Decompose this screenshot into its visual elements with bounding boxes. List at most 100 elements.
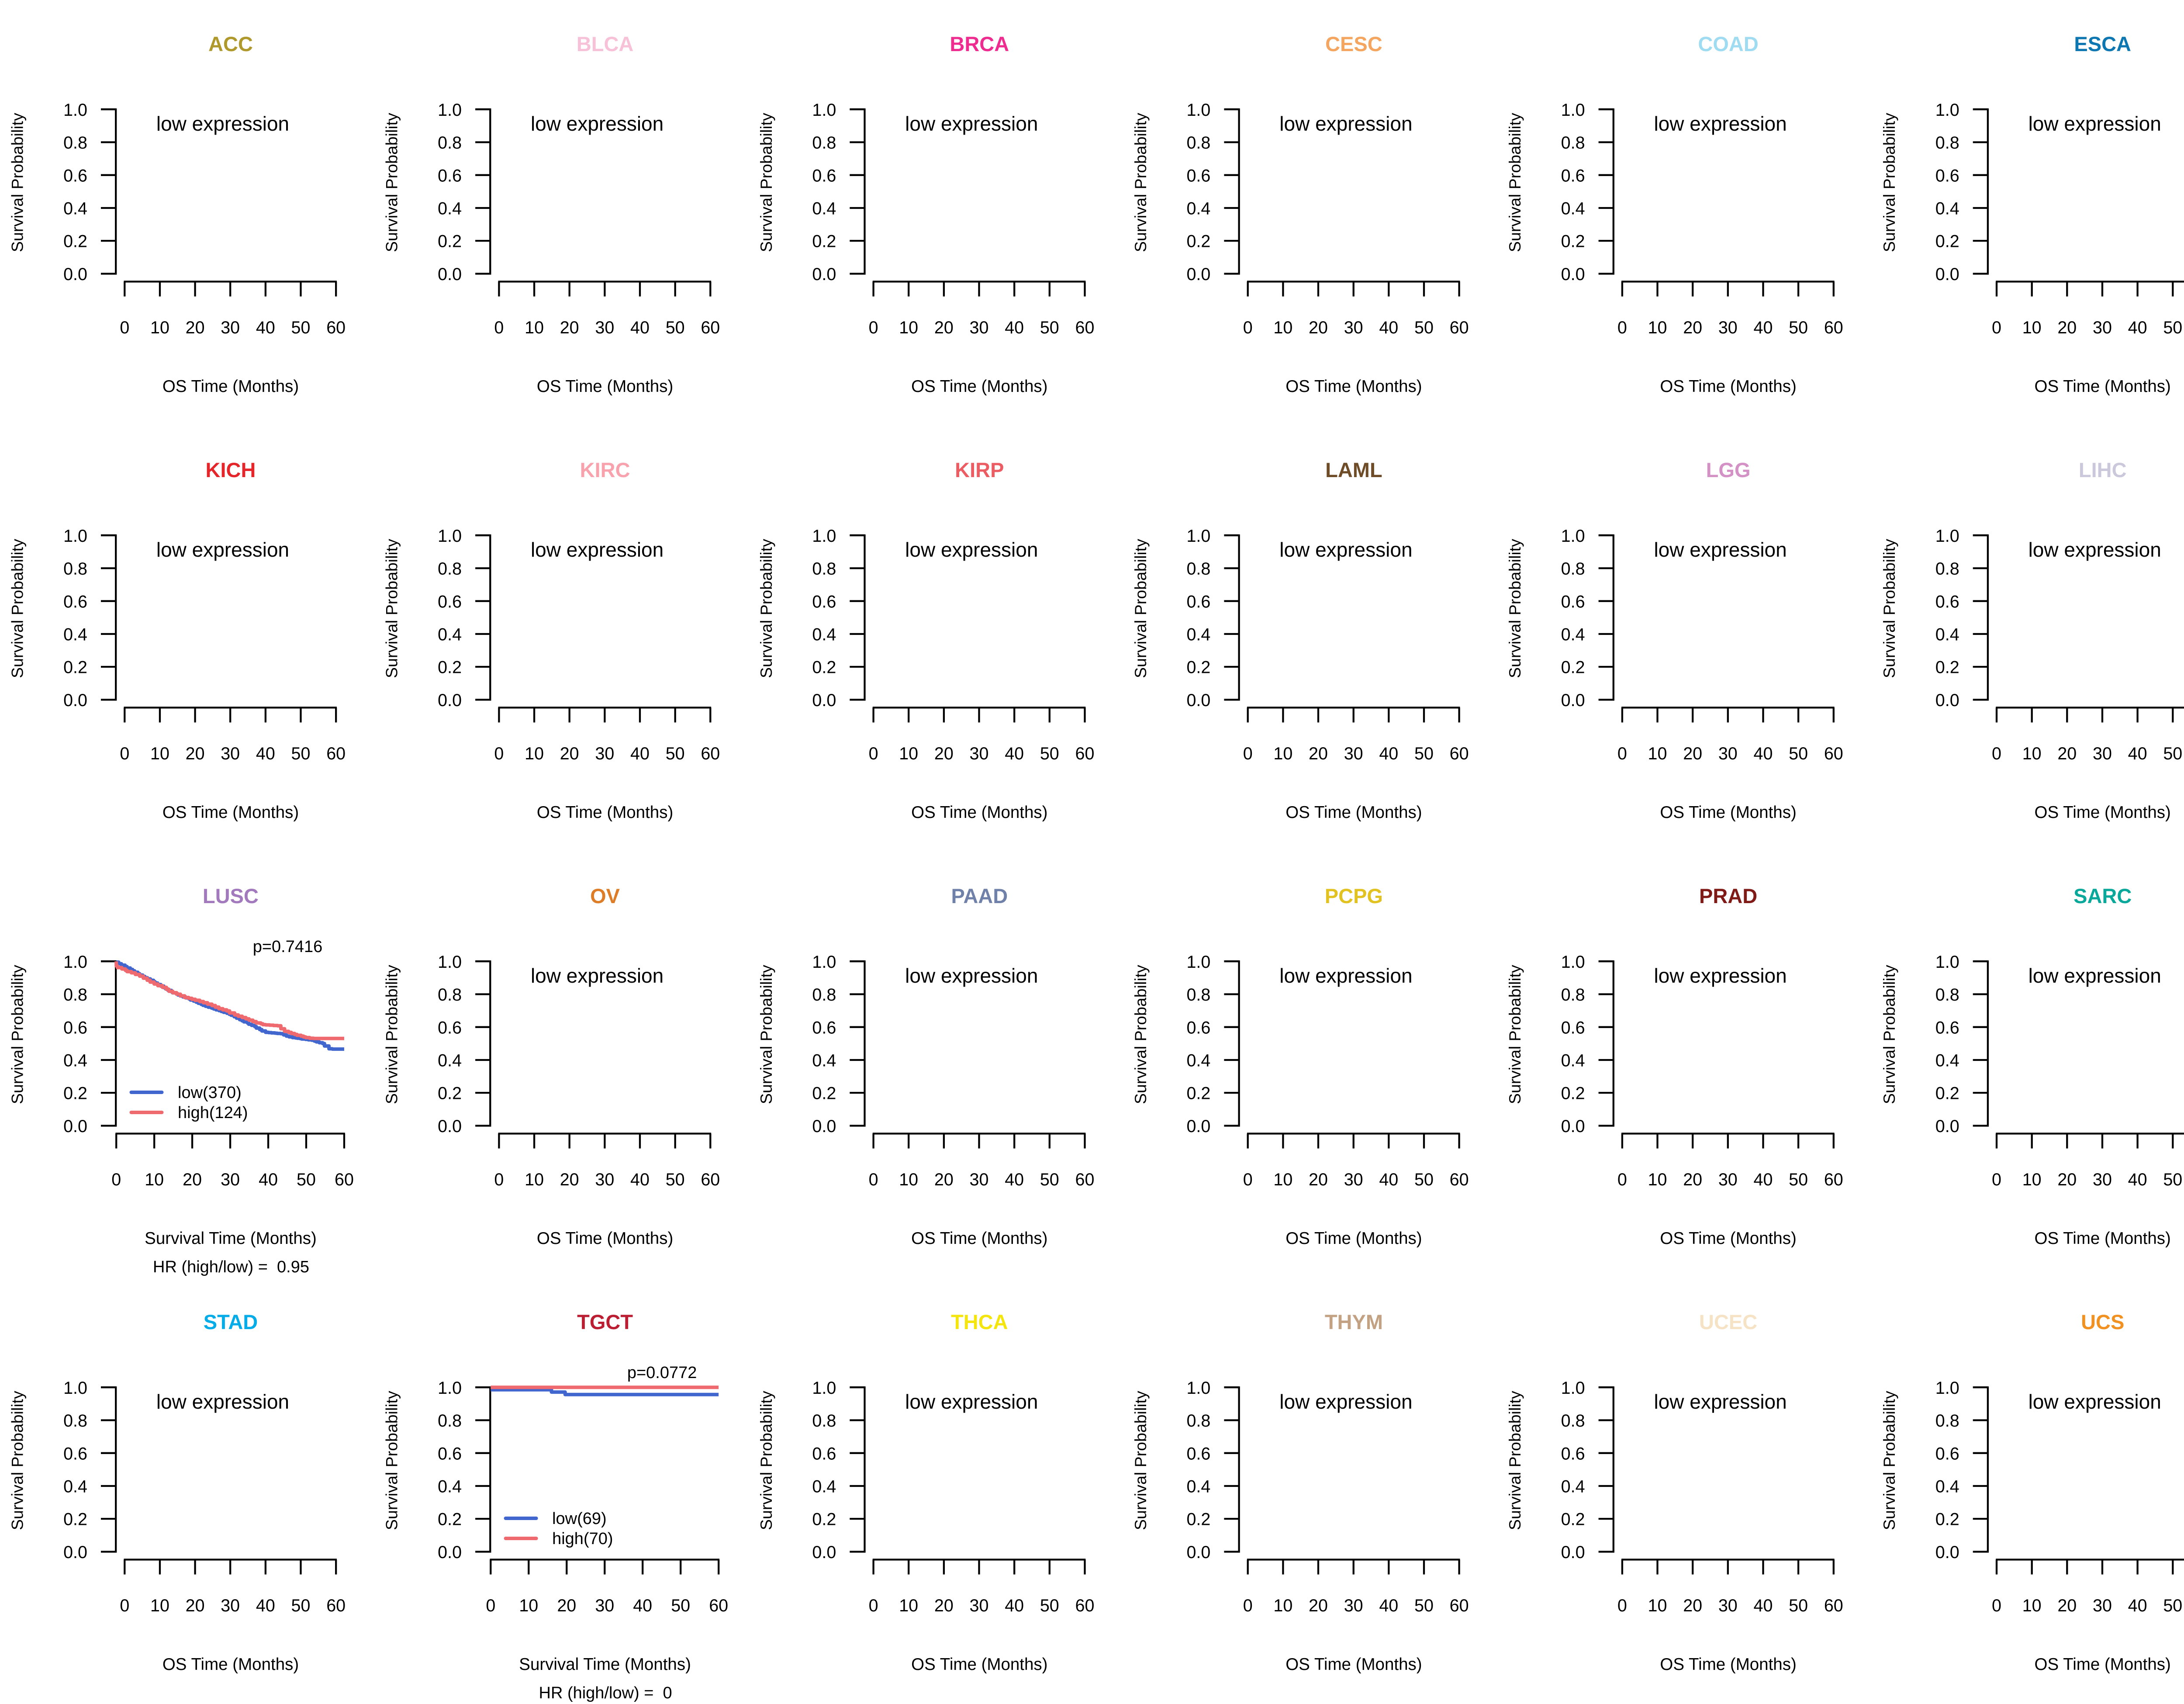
svg-text:OS Time (Months): OS Time (Months) — [1286, 803, 1422, 822]
svg-text:60: 60 — [326, 1596, 346, 1615]
svg-text:50: 50 — [671, 1596, 690, 1615]
svg-text:20: 20 — [934, 1170, 954, 1189]
svg-text:TGCT: TGCT — [577, 1310, 633, 1333]
svg-text:1.0: 1.0 — [1561, 100, 1585, 120]
svg-text:40: 40 — [1005, 744, 1024, 763]
svg-text:0.0: 0.0 — [1561, 1543, 1585, 1562]
svg-text:0.4: 0.4 — [1561, 1477, 1585, 1496]
svg-text:0.2: 0.2 — [1935, 658, 1959, 677]
svg-text:40: 40 — [1379, 744, 1398, 763]
svg-text:OS Time (Months): OS Time (Months) — [911, 1655, 1047, 1674]
svg-text:0.0: 0.0 — [812, 691, 836, 710]
svg-text:40: 40 — [630, 744, 650, 763]
svg-text:0.4: 0.4 — [1186, 1477, 1210, 1496]
svg-text:30: 30 — [2093, 1596, 2112, 1615]
svg-text:OS Time (Months): OS Time (Months) — [1286, 1655, 1422, 1674]
svg-text:1.0: 1.0 — [812, 100, 836, 120]
svg-text:0: 0 — [111, 1170, 121, 1189]
svg-text:20: 20 — [2057, 744, 2077, 763]
svg-text:SARC: SARC — [2073, 884, 2132, 907]
svg-text:20: 20 — [1683, 744, 1702, 763]
svg-text:0.2: 0.2 — [1561, 1510, 1585, 1529]
svg-text:40: 40 — [1379, 1596, 1398, 1615]
svg-text:LAML: LAML — [1325, 458, 1382, 481]
svg-text:0.6: 0.6 — [1561, 166, 1585, 185]
svg-text:OS Time (Months): OS Time (Months) — [2035, 1655, 2171, 1674]
svg-text:30: 30 — [221, 1596, 240, 1615]
svg-text:0: 0 — [869, 1596, 878, 1615]
svg-text:40: 40 — [1005, 1170, 1024, 1189]
svg-text:PAAD: PAAD — [951, 884, 1008, 907]
svg-text:40: 40 — [1005, 1596, 1024, 1615]
svg-text:Survival Probability: Survival Probability — [757, 539, 775, 678]
svg-text:20: 20 — [2057, 318, 2077, 337]
svg-text:1.0: 1.0 — [1561, 526, 1585, 546]
svg-text:Survival Probability: Survival Probability — [8, 965, 27, 1104]
svg-text:0.8: 0.8 — [812, 133, 836, 152]
svg-text:10: 10 — [525, 744, 544, 763]
svg-text:20: 20 — [1683, 1170, 1702, 1189]
svg-text:1.0: 1.0 — [1186, 952, 1210, 972]
svg-text:low expression: low expression — [905, 964, 1038, 987]
svg-text:20: 20 — [934, 744, 954, 763]
svg-text:30: 30 — [221, 318, 240, 337]
svg-text:30: 30 — [970, 1170, 989, 1189]
svg-text:60: 60 — [1824, 1596, 1843, 1615]
svg-text:OS Time (Months): OS Time (Months) — [1660, 377, 1796, 396]
svg-text:0.0: 0.0 — [63, 1117, 87, 1136]
svg-text:0.0: 0.0 — [812, 1543, 836, 1562]
svg-text:50: 50 — [666, 1170, 685, 1189]
svg-text:p=0.0772: p=0.0772 — [627, 1364, 697, 1382]
svg-text:1.0: 1.0 — [438, 526, 462, 546]
svg-text:0: 0 — [494, 744, 504, 763]
svg-text:1.0: 1.0 — [1935, 526, 1959, 546]
svg-text:0: 0 — [1617, 744, 1627, 763]
svg-text:50: 50 — [2163, 1596, 2182, 1615]
svg-text:Survival Probability: Survival Probability — [1880, 965, 1898, 1104]
svg-text:0.0: 0.0 — [1561, 1117, 1585, 1136]
svg-text:COAD: COAD — [1698, 32, 1758, 55]
svg-text:1.0: 1.0 — [438, 952, 462, 972]
svg-text:0.2: 0.2 — [1186, 658, 1210, 677]
svg-text:Survival Probability: Survival Probability — [8, 539, 27, 678]
svg-text:1.0: 1.0 — [63, 952, 87, 972]
svg-text:1.0: 1.0 — [438, 100, 462, 120]
svg-text:Survival Probability: Survival Probability — [383, 965, 401, 1104]
svg-text:1.0: 1.0 — [1935, 952, 1959, 972]
svg-text:50: 50 — [1414, 1596, 1434, 1615]
svg-text:0.0: 0.0 — [438, 265, 462, 284]
svg-text:0.8: 0.8 — [63, 133, 87, 152]
svg-text:10: 10 — [1273, 1596, 1292, 1615]
svg-text:low expression: low expression — [1654, 964, 1787, 987]
svg-text:60: 60 — [335, 1170, 354, 1189]
svg-text:0.0: 0.0 — [812, 265, 836, 284]
svg-text:20: 20 — [557, 1596, 576, 1615]
svg-text:20: 20 — [560, 744, 579, 763]
svg-text:50: 50 — [291, 1596, 311, 1615]
svg-text:1.0: 1.0 — [63, 100, 87, 120]
svg-text:Survival Probability: Survival Probability — [1506, 113, 1524, 252]
svg-text:30: 30 — [1718, 318, 1738, 337]
svg-text:0.4: 0.4 — [812, 1477, 836, 1496]
svg-text:10: 10 — [1273, 318, 1292, 337]
svg-text:THCA: THCA — [951, 1310, 1008, 1333]
svg-text:0.6: 0.6 — [812, 1018, 836, 1037]
svg-text:40: 40 — [1379, 1170, 1398, 1189]
svg-text:50: 50 — [1789, 744, 1808, 763]
svg-text:OS Time (Months): OS Time (Months) — [162, 803, 299, 822]
svg-text:0: 0 — [1243, 744, 1253, 763]
svg-text:50: 50 — [1789, 318, 1808, 337]
svg-text:0.8: 0.8 — [1186, 133, 1210, 152]
svg-text:0.4: 0.4 — [1561, 625, 1585, 644]
svg-text:0.2: 0.2 — [812, 1084, 836, 1103]
svg-text:low expression: low expression — [905, 1390, 1038, 1413]
svg-text:60: 60 — [1075, 1170, 1095, 1189]
svg-text:0.6: 0.6 — [1186, 1444, 1210, 1463]
svg-text:60: 60 — [1824, 1170, 1843, 1189]
svg-text:10: 10 — [1273, 744, 1292, 763]
svg-text:low expression: low expression — [1279, 964, 1412, 987]
svg-text:30: 30 — [970, 1596, 989, 1615]
svg-text:OS Time (Months): OS Time (Months) — [1660, 803, 1796, 822]
svg-text:0.0: 0.0 — [63, 1543, 87, 1562]
svg-text:0.6: 0.6 — [1935, 592, 1959, 611]
